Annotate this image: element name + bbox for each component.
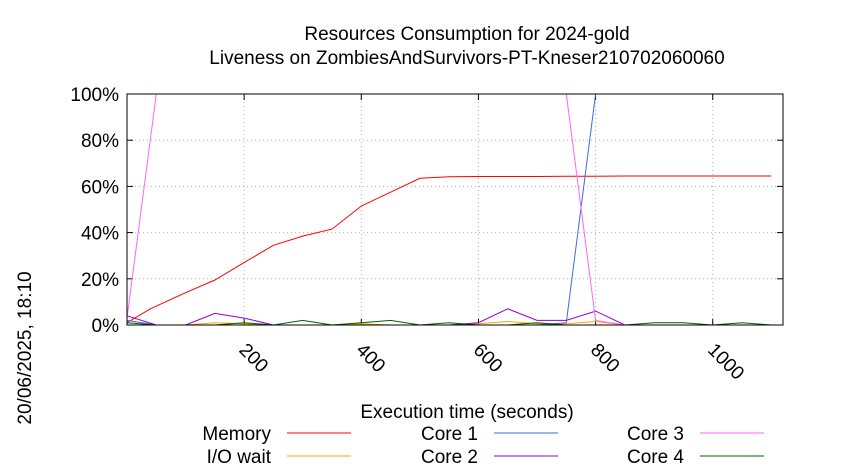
y-tick-label: 60%: [81, 177, 119, 198]
plot-frame: [126, 93, 784, 326]
y-tick-label: 40%: [81, 224, 119, 245]
timestamp-label: 20/06/2025, 18:10: [15, 271, 36, 424]
x-axis-ticks: 200 400 600 800 1000: [235, 94, 748, 384]
y-axis-ticks: 0% 20% 40% 60% 80% 100%: [70, 85, 783, 337]
legend-label-core-1: Core 1: [421, 424, 478, 445]
grid-lines: [127, 94, 783, 325]
series-lines: [126, 93, 772, 326]
series-line-core-3: [126, 93, 772, 326]
x-tick-label: 1000: [703, 340, 748, 385]
x-tick-label: 800: [586, 340, 623, 377]
legend-label-core-4: Core 4: [627, 447, 684, 468]
y-tick-label: 20%: [81, 270, 119, 291]
y-tick-label: 0%: [92, 316, 120, 337]
chart-subtitle: Liveness on ZombiesAndSurvivors-PT-Knese…: [209, 48, 724, 69]
x-axis-label: Execution time (seconds): [360, 402, 573, 423]
legend-label-memory: Memory: [202, 424, 271, 445]
y-tick-label: 100%: [70, 85, 119, 106]
legend-label-core-2: Core 2: [421, 447, 478, 468]
x-tick-label: 200: [235, 340, 272, 377]
series-line-memory: [126, 175, 772, 324]
series-line-core-1: [126, 93, 772, 326]
chart-title: Resources Consumption for 2024-gold: [304, 24, 629, 45]
y-tick-label: 80%: [81, 131, 119, 152]
series-line-core-4: [126, 319, 772, 326]
x-tick-label: 400: [352, 340, 389, 377]
legend-label-core-3: Core 3: [627, 424, 684, 445]
x-tick-label: 600: [469, 340, 506, 377]
legend-label-i-o-wait: I/O wait: [207, 447, 272, 468]
